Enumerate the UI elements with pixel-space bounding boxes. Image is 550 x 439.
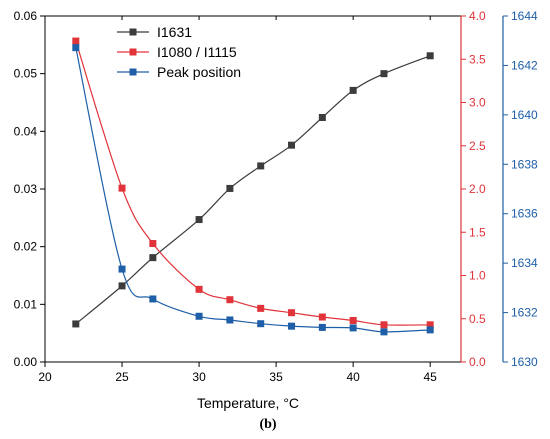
data-point	[118, 265, 126, 273]
data-point	[426, 326, 434, 334]
x-tick-label: 35	[269, 370, 283, 384]
data-point	[72, 320, 80, 328]
right2-y-tick-label: 1644	[511, 9, 538, 23]
right1-y-tick-label: 1.0	[469, 269, 486, 283]
series-layer	[72, 37, 434, 336]
data-point	[288, 141, 296, 149]
left-y-tick-label: 0.00	[14, 355, 38, 369]
data-point	[380, 70, 388, 78]
right1-y-tick-label: 3.5	[469, 52, 486, 66]
data-point	[288, 322, 296, 330]
data-point	[426, 321, 434, 329]
left-y-tick-label: 0.05	[14, 67, 38, 81]
data-point	[195, 216, 203, 224]
x-axis-title: Temperature, °C	[197, 395, 299, 411]
data-point	[318, 323, 326, 331]
left-y-tick-label: 0.04	[14, 124, 38, 138]
data-point	[349, 316, 357, 324]
x-tick-label: 45	[424, 370, 438, 384]
right2-y-tick-label: 1634	[511, 256, 538, 270]
data-point	[426, 52, 434, 60]
right2-y-tick-label: 1640	[511, 108, 538, 122]
legend-label: I1631	[157, 24, 192, 40]
axes-layer: 20 25 30 35 40 45 0.00 0.01 0.02 0.03 0.04 0.05 0.06…	[14, 9, 538, 384]
data-point	[72, 44, 80, 52]
right1-y-tick-label: 0.0	[469, 355, 486, 369]
data-point	[257, 304, 265, 312]
x-tick-label: 20	[38, 370, 52, 384]
series-1	[72, 52, 434, 328]
data-point	[195, 312, 203, 320]
data-point	[257, 320, 265, 328]
data-point	[318, 113, 326, 121]
legend-marker	[129, 68, 137, 76]
left-y-tick-label: 0.02	[14, 240, 38, 254]
data-point	[149, 295, 157, 303]
right2-y-tick-label: 1642	[511, 58, 538, 72]
data-point	[380, 321, 388, 329]
right1-y-tick-label: 1.5	[469, 225, 486, 239]
data-point	[72, 37, 80, 45]
data-point	[257, 162, 265, 170]
data-point	[226, 184, 234, 192]
right2-y-tick-label: 1638	[511, 157, 538, 171]
data-point	[149, 254, 157, 262]
x-tick-label: 25	[115, 370, 129, 384]
series-line	[75, 47, 431, 333]
left-y-tick-label: 0.01	[14, 297, 38, 311]
data-point	[318, 313, 326, 321]
legend: I1631 I1080 / I1115 Peak position	[117, 24, 241, 80]
data-point	[349, 324, 357, 332]
figure-caption: (b)	[259, 417, 276, 432]
data-point	[118, 184, 126, 192]
legend-marker	[129, 48, 137, 56]
x-tick-label: 30	[192, 370, 206, 384]
right2-y-tick-label: 1636	[511, 207, 538, 221]
right2-y-tick-label: 1632	[511, 306, 538, 320]
data-point	[195, 285, 203, 293]
series-line	[75, 55, 431, 325]
legend-label: Peak position	[157, 64, 241, 80]
data-point	[149, 239, 157, 247]
legend-label: I1080 / I1115	[157, 44, 237, 60]
right1-y-tick-label: 0.5	[469, 312, 486, 326]
right1-y-tick-label: 4.0	[469, 9, 486, 23]
right1-y-tick-label: 2.5	[469, 139, 486, 153]
right2-y-tick-label: 1630	[511, 355, 538, 369]
data-point	[226, 316, 234, 324]
right1-y-tick-label: 3.0	[469, 96, 486, 110]
data-point	[349, 86, 357, 94]
series-3	[72, 44, 434, 336]
data-point	[288, 309, 296, 317]
legend-marker	[129, 28, 137, 36]
left-y-tick-label: 0.03	[14, 182, 38, 196]
series-line	[75, 40, 431, 326]
series-2	[72, 37, 434, 329]
data-point	[226, 296, 234, 304]
data-point	[380, 328, 388, 336]
x-tick-label: 40	[346, 370, 360, 384]
data-point	[118, 282, 126, 290]
right1-y-tick-label: 2.0	[469, 182, 486, 196]
left-y-tick-label: 0.06	[14, 9, 38, 23]
